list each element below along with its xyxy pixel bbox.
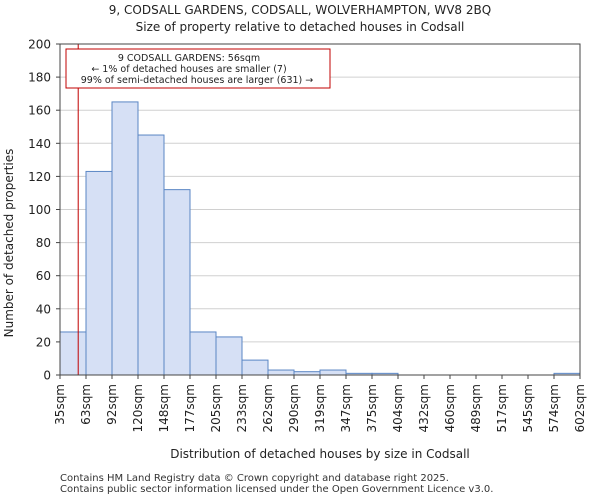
annotation-line-1: 9 CODSALL GARDENS: 56sqm bbox=[118, 53, 260, 64]
x-tick-label: 347sqm bbox=[339, 384, 353, 432]
x-tick-label: 262sqm bbox=[261, 384, 275, 432]
y-tick-label: 120 bbox=[28, 170, 51, 184]
y-tick-label: 40 bbox=[36, 302, 51, 316]
annotation-frame bbox=[65, 48, 331, 89]
y-tick-label: 80 bbox=[36, 236, 51, 250]
x-tick-label: 375sqm bbox=[365, 384, 379, 432]
bar bbox=[111, 101, 139, 376]
x-tick-label: 489sqm bbox=[469, 384, 483, 432]
y-tick-label: 140 bbox=[28, 137, 51, 151]
bar bbox=[241, 359, 269, 376]
y-tick-label: 200 bbox=[28, 38, 51, 52]
bar bbox=[215, 336, 243, 376]
x-tick-label: 177sqm bbox=[183, 384, 197, 432]
bar bbox=[319, 369, 347, 376]
y-axis-label: Number of detached properties bbox=[2, 149, 16, 338]
footer-line-1: Contains HM Land Registry data © Crown c… bbox=[60, 473, 449, 484]
x-tick-label: 319sqm bbox=[313, 384, 327, 432]
x-tick-label: 517sqm bbox=[495, 384, 509, 432]
x-tick-labels: 35sqm 63sqm 92sqm 120sqm 148sqm 177sqm 205sqm 2… bbox=[53, 375, 587, 432]
x-tick-label: 574sqm bbox=[547, 384, 561, 432]
footer-line-2: Contains public sector information licen… bbox=[60, 484, 494, 495]
bars bbox=[59, 101, 581, 376]
x-tick-label: 432sqm bbox=[417, 384, 431, 432]
y-tick-label: 60 bbox=[36, 269, 51, 283]
x-tick-label: 148sqm bbox=[157, 384, 171, 432]
bar bbox=[189, 331, 217, 376]
annotation-box: 9 CODSALL GARDENS: 56sqm ← 1% of detache… bbox=[65, 48, 331, 89]
bar bbox=[85, 170, 113, 376]
y-tick-label: 0 bbox=[43, 369, 51, 383]
x-tick-label: 545sqm bbox=[521, 384, 535, 432]
annotation-line-3: 99% of semi-detached houses are larger (… bbox=[81, 75, 314, 86]
x-axis-label: Distribution of detached houses by size … bbox=[170, 447, 470, 461]
bar bbox=[267, 369, 295, 376]
x-tick-label: 460sqm bbox=[443, 384, 457, 432]
x-tick-label: 92sqm bbox=[105, 384, 119, 425]
x-tick-label: 290sqm bbox=[287, 384, 301, 432]
x-tick-label: 35sqm bbox=[53, 384, 67, 425]
x-tick-label: 205sqm bbox=[209, 384, 223, 432]
x-tick-label: 404sqm bbox=[391, 384, 405, 432]
y-tick-label: 20 bbox=[36, 335, 51, 349]
x-tick-label: 602sqm bbox=[573, 384, 587, 432]
x-tick-label: 120sqm bbox=[131, 384, 145, 432]
y-tick-label: 180 bbox=[28, 71, 51, 85]
chart-title: 9, CODSALL GARDENS, CODSALL, WOLVERHAMPT… bbox=[109, 3, 491, 17]
bar bbox=[163, 189, 191, 376]
chart-subtitle: Size of property relative to detached ho… bbox=[136, 20, 465, 34]
y-tick-label: 160 bbox=[28, 104, 51, 118]
y-tick-label: 100 bbox=[28, 203, 51, 217]
annotation-line-2: ← 1% of detached houses are smaller (7) bbox=[91, 64, 286, 75]
bar bbox=[59, 331, 87, 376]
footer: Contains HM Land Registry data © Crown c… bbox=[60, 473, 493, 495]
y-tick-labels: 0 20 40 60 80 100 120 140 160 180 200 bbox=[28, 38, 60, 383]
bar bbox=[137, 134, 165, 376]
x-tick-label: 233sqm bbox=[235, 384, 249, 432]
x-tick-label: 63sqm bbox=[79, 384, 93, 425]
